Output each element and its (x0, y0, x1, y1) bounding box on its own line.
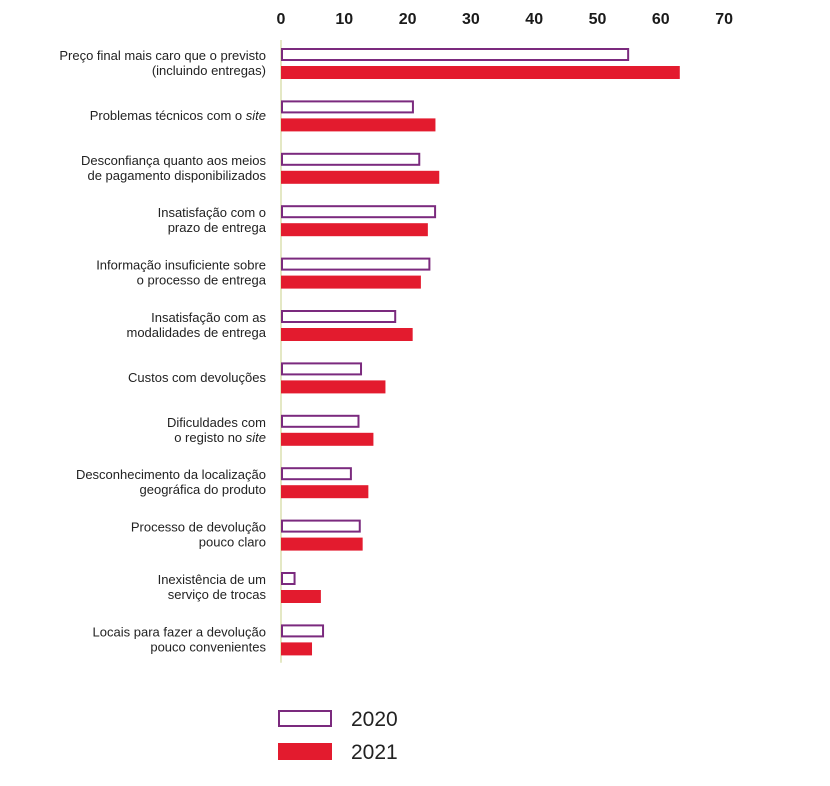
bar-2021 (281, 432, 374, 446)
category-label: de pagamento disponibilizados (87, 168, 266, 183)
category-label: Custos com devoluções (128, 370, 267, 385)
x-tick-label: 20 (399, 11, 417, 28)
bar-2020 (281, 467, 352, 481)
category-label: Insatisfação com o (158, 205, 266, 220)
x-tick-label: 50 (589, 11, 607, 28)
bar-2021 (281, 328, 413, 341)
x-axis-ticks: 0 10 20 30 40 50 60 70 (277, 11, 734, 28)
category-label: Informação insuficiente sobre (96, 258, 266, 273)
category-label: Inexistência de um (158, 572, 266, 587)
bar-2020 (281, 205, 437, 219)
category-label: serviço de trocas (168, 587, 267, 602)
x-tick-label: 0 (277, 11, 286, 28)
legend: 2020 2021 (278, 708, 398, 764)
category-label: prazo de entrega (168, 220, 267, 235)
bar-2020 (281, 624, 325, 638)
category-label: Desconhecimento da localização (76, 467, 266, 482)
x-tick-label: 70 (715, 11, 733, 28)
legend-label-2021: 2021 (351, 741, 398, 764)
category-label: o processo de entrega (137, 273, 267, 288)
bar-2020 (281, 48, 630, 61)
category-label: Insatisfação com as (151, 310, 266, 325)
category-label: Problemas técnicos com o site (90, 108, 266, 123)
x-tick-label: 10 (335, 11, 353, 28)
bar-2021 (281, 380, 386, 394)
category-label: Preço final mais caro que o previsto (59, 48, 266, 63)
bar-2020 (281, 414, 360, 428)
category-labels: Preço final mais caro que o previsto(inc… (59, 48, 266, 654)
bars (281, 48, 680, 656)
legend-swatch-2020 (278, 710, 332, 727)
x-tick-label: 60 (652, 11, 670, 28)
bar-2020 (281, 100, 414, 114)
bar-2020 (281, 519, 361, 533)
category-label: pouco convenientes (150, 639, 266, 654)
category-label: Locais para fazer a devolução (93, 624, 266, 639)
legend-swatch-2021 (278, 743, 332, 760)
category-label: o registo no site (174, 430, 266, 445)
bar-2021 (281, 485, 369, 499)
bar-2020 (281, 362, 363, 376)
category-label: Dificuldades com (167, 415, 266, 430)
x-tick-label: 40 (525, 11, 543, 28)
category-label: modalidades de entrega (127, 325, 267, 340)
bar-2021 (281, 275, 421, 289)
bar-2020 (281, 572, 296, 585)
category-label: Processo de devolução (131, 520, 266, 535)
bar-2021 (281, 118, 436, 132)
bar-2020 (281, 310, 397, 323)
legend-label-2020: 2020 (351, 708, 398, 731)
x-tick-label: 30 (462, 11, 480, 28)
category-label: pouco claro (199, 535, 266, 550)
category-label: (incluindo entregas) (152, 63, 266, 78)
bar-2021 (281, 590, 321, 603)
bar-2021 (281, 642, 313, 656)
bar-2021 (281, 537, 363, 551)
bar-2021 (281, 223, 428, 237)
bar-2020 (281, 257, 431, 271)
category-label: Desconfiança quanto aos meios (81, 153, 267, 168)
bar-2020 (281, 152, 421, 166)
bar-2021 (281, 66, 680, 79)
bar-2021 (281, 170, 440, 184)
category-label: geográfica do produto (140, 482, 266, 497)
